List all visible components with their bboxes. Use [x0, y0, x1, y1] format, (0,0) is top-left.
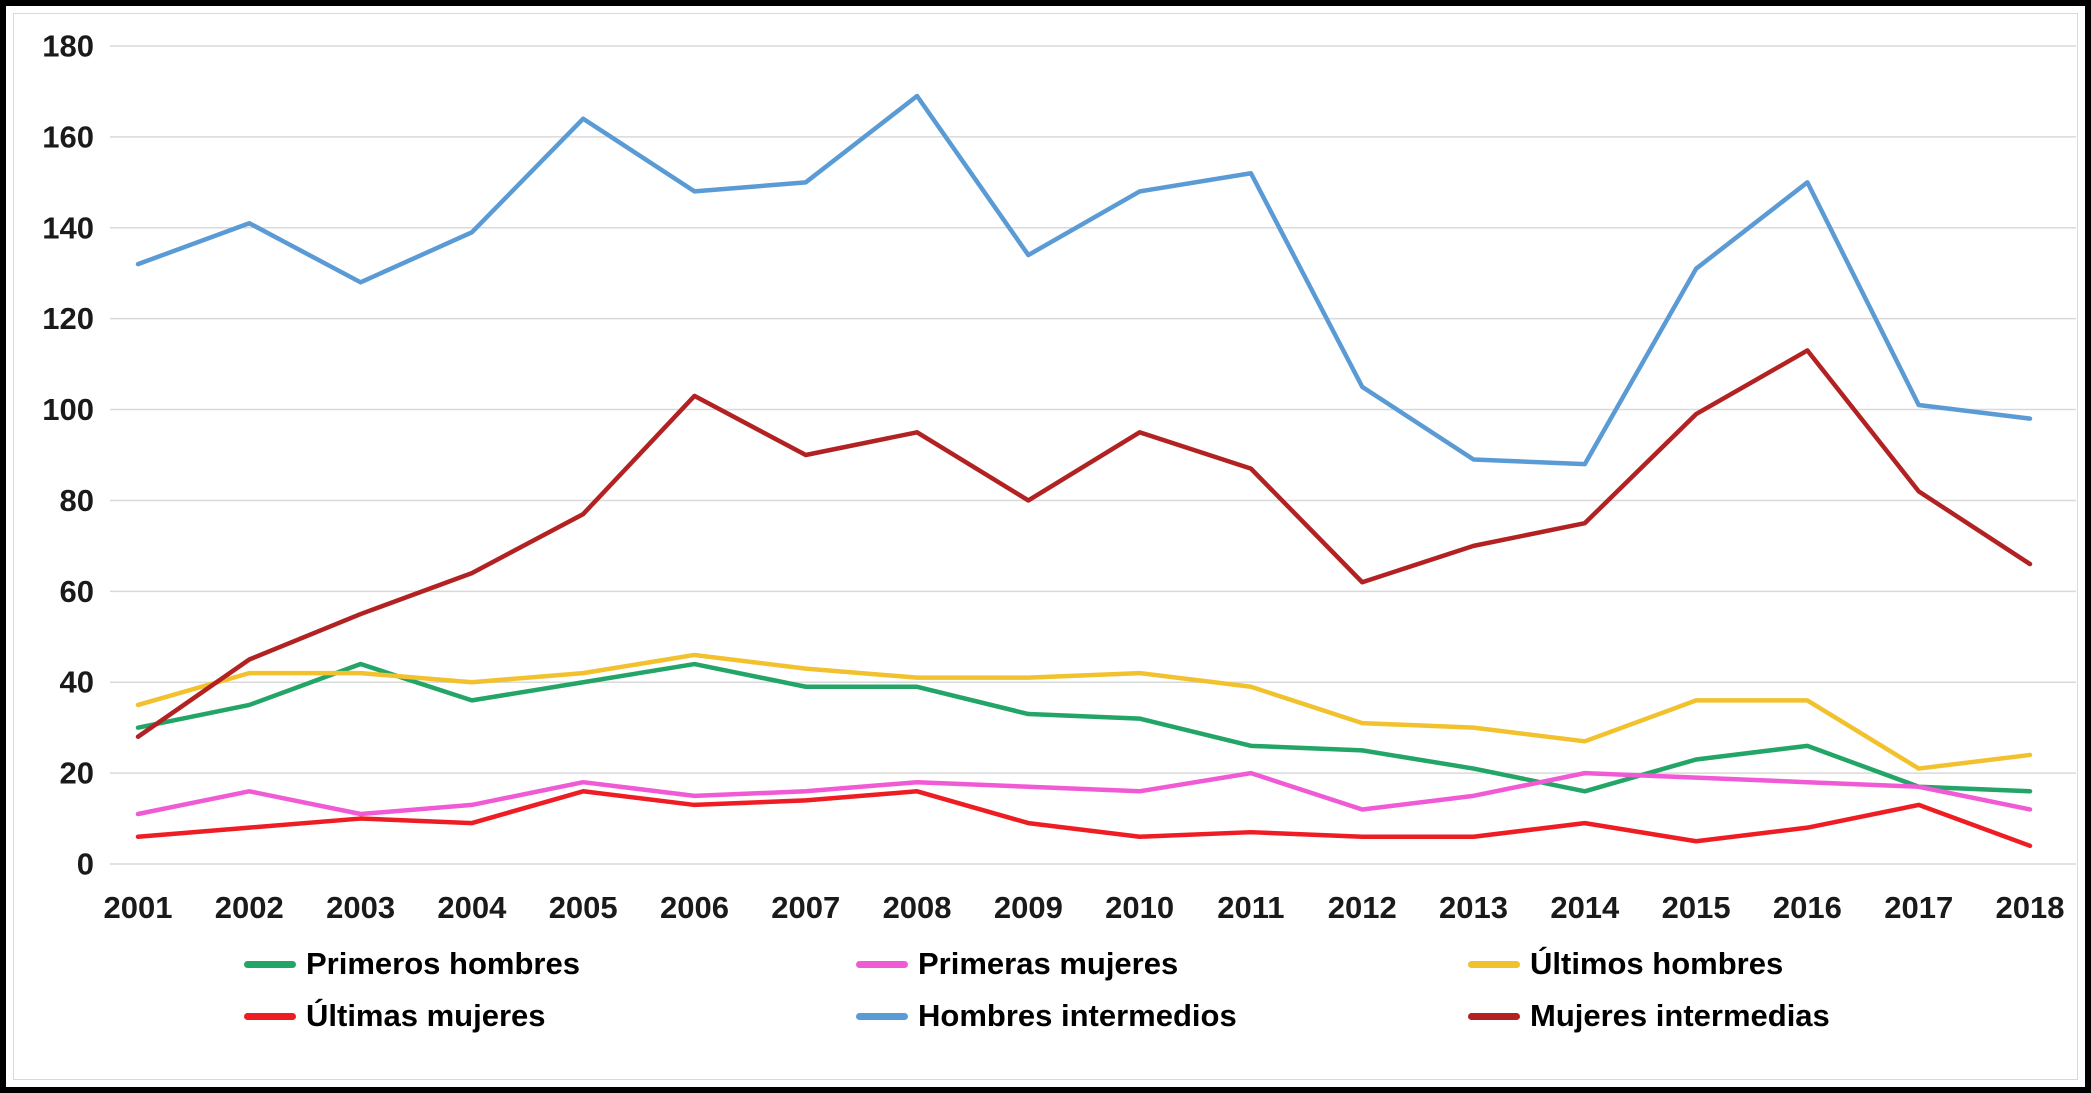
y-axis-tick-label: 0 — [77, 847, 94, 882]
x-axis-tick-label: 2003 — [326, 890, 395, 925]
line-chart: 0 20 40 60 80 100 120 140 160 180 2001 2002 2003 2004… — [6, 6, 2085, 941]
y-axis-tick-label: 20 — [60, 756, 94, 791]
x-axis-tick-label: 2014 — [1550, 890, 1620, 925]
chart-canvas: 0 20 40 60 80 100 120 140 160 180 2001 2002 2003 2004… — [42, 29, 2076, 925]
x-axis-tick-label: 2018 — [1996, 890, 2065, 925]
x-axis-tick-label: 2008 — [883, 890, 952, 925]
legend-label: Últimas mujeres — [306, 998, 546, 1033]
chart-legend: Primeros hombres Primeras mujeres Último… — [244, 946, 2080, 1034]
series-line-ultimas-mujeres — [135, 789, 2033, 849]
y-axis-tick-label: 60 — [60, 574, 94, 609]
legend-swatch-hombres-intermedios — [856, 1012, 908, 1020]
legend-item-mujeres-intermedias: Mujeres intermedias — [1468, 998, 2080, 1034]
x-axis-tick-label: 2016 — [1773, 890, 1842, 925]
y-axis-tick-label: 180 — [42, 29, 94, 64]
series-line-primeros-hombres — [135, 661, 2033, 794]
legend-swatch-mujeres-intermedias — [1468, 1012, 1520, 1020]
legend-label: Hombres intermedios — [918, 998, 1237, 1033]
series-line-ultimos-hombres — [135, 652, 2033, 771]
x-axis-tick-label: 2013 — [1439, 890, 1508, 925]
series-line-primeras-mujeres — [135, 770, 2033, 817]
x-axis-tick-label: 2009 — [994, 890, 1063, 925]
series-line-mujeres-intermedias — [135, 348, 2033, 740]
x-axis-tick-label: 2010 — [1105, 890, 1174, 925]
legend-item-ultimos-hombres: Últimos hombres — [1468, 946, 2080, 982]
legend-label: Últimos hombres — [1530, 946, 1784, 981]
legend-swatch-ultimas-mujeres — [244, 1012, 296, 1020]
x-axis-tick-label: 2012 — [1328, 890, 1397, 925]
x-axis-tick-label: 2011 — [1217, 890, 1284, 925]
legend-label: Mujeres intermedias — [1530, 998, 1830, 1033]
x-axis-tick-label: 2017 — [1884, 890, 1953, 925]
legend-item-ultimas-mujeres: Últimas mujeres — [244, 998, 856, 1034]
x-axis-tick-label: 2007 — [771, 890, 840, 925]
legend-item-hombres-intermedios: Hombres intermedios — [856, 998, 1468, 1034]
x-axis-tick-label: 2006 — [660, 890, 729, 925]
y-axis-tick-label: 100 — [42, 392, 94, 427]
y-axis-tick-label: 80 — [60, 483, 94, 518]
x-axis-tick-label: 2015 — [1662, 890, 1731, 925]
x-axis-tick-label: 2002 — [215, 890, 284, 925]
x-axis-tick-label: 2001 — [104, 890, 173, 925]
legend-label: Primeras mujeres — [918, 946, 1179, 981]
series-line-hombres-intermedios — [135, 93, 2033, 467]
y-axis-tick-label: 120 — [42, 301, 94, 336]
legend-label: Primeros hombres — [306, 946, 580, 981]
y-axis-tick-label: 160 — [42, 119, 94, 154]
legend-swatch-ultimos-hombres — [1468, 960, 1520, 968]
x-axis-tick-label: 2005 — [549, 890, 618, 925]
legend-item-primeros-hombres: Primeros hombres — [244, 946, 856, 982]
legend-swatch-primeras-mujeres — [856, 960, 908, 968]
legend-item-primeras-mujeres: Primeras mujeres — [856, 946, 1468, 982]
y-axis-tick-label: 40 — [60, 665, 94, 700]
x-axis-tick-label: 2004 — [437, 890, 507, 925]
legend-swatch-primeros-hombres — [244, 960, 296, 968]
y-axis-tick-label: 140 — [42, 210, 94, 245]
